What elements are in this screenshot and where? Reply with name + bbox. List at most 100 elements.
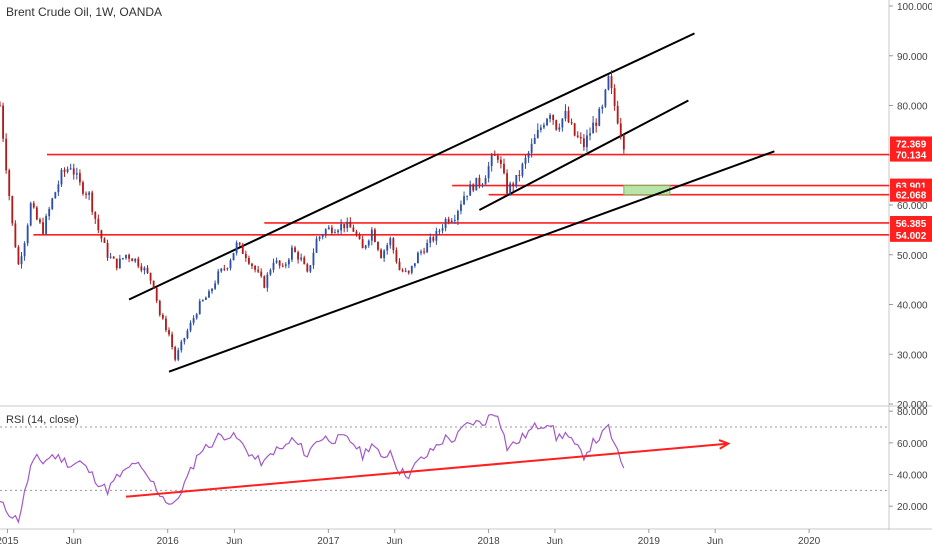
candle-body — [287, 259, 290, 265]
candle-body — [358, 235, 361, 240]
candle-body — [432, 237, 435, 241]
candle-body — [622, 135, 625, 150]
candle-body — [579, 136, 582, 139]
candle-body — [533, 137, 536, 144]
candle-body — [214, 283, 217, 289]
candle-body — [484, 178, 487, 185]
candle-body — [146, 267, 149, 273]
candle-body — [198, 301, 201, 315]
candle-body — [318, 236, 321, 239]
candle-body — [601, 106, 604, 109]
candle-body — [420, 251, 422, 253]
candle-body — [20, 256, 23, 265]
price-label: 70.134 — [896, 151, 927, 162]
candle-body — [284, 264, 287, 266]
candle-body — [598, 108, 601, 126]
candle-body — [404, 270, 407, 272]
time-tick-label: 2015 — [0, 536, 19, 547]
candle-body — [558, 127, 561, 130]
candle-body — [131, 258, 134, 262]
candle-body — [82, 182, 84, 194]
price-tick-label: 40.000 — [897, 301, 928, 312]
candle-body — [174, 347, 177, 360]
price-label: 63.901 — [896, 182, 927, 193]
candle-body — [463, 196, 465, 205]
candle-body — [549, 115, 552, 119]
price-label-bg — [890, 187, 932, 202]
candle-body — [63, 169, 66, 172]
candle-body — [515, 175, 518, 187]
channel-trend-line — [478, 99, 689, 211]
candle-body — [75, 173, 78, 175]
candle-body — [17, 247, 20, 265]
candle-body — [94, 211, 97, 219]
demand-zone — [623, 185, 671, 196]
candle-body — [128, 254, 130, 259]
candle-body — [509, 183, 512, 194]
candle-body — [223, 268, 226, 270]
candle-body — [51, 198, 54, 209]
price-pane — [0, 32, 889, 373]
candle-body — [260, 271, 263, 277]
candle-body — [244, 253, 247, 258]
candle-body — [503, 163, 505, 174]
candle-body — [45, 216, 48, 234]
price-label-bg — [890, 136, 932, 151]
time-tick-label: Jun — [547, 536, 563, 547]
time-tick-label: 2020 — [798, 536, 821, 547]
price-label: 62.068 — [896, 191, 927, 202]
candle-body — [88, 192, 91, 195]
candle-body — [309, 265, 312, 272]
candle-body — [42, 222, 44, 234]
candle-body — [543, 125, 545, 128]
candle-body — [546, 118, 548, 126]
candle-body — [125, 254, 127, 259]
channel-trend-line — [168, 150, 775, 373]
candle-body — [417, 252, 419, 264]
candle-body — [14, 223, 17, 248]
candle-body — [39, 219, 41, 223]
candle-body — [165, 318, 167, 331]
candle-body — [103, 238, 106, 243]
candle-body — [315, 238, 318, 253]
candle-body — [48, 208, 51, 217]
candle-body — [297, 252, 300, 260]
candle-body — [555, 120, 558, 130]
candle-body — [352, 227, 355, 232]
candle-body — [306, 264, 309, 272]
candle-body — [518, 175, 521, 177]
candle-body — [0, 105, 1, 107]
candle-body — [386, 245, 389, 251]
candle-body — [389, 238, 392, 246]
candle-body — [383, 250, 386, 259]
rsi-tick-label: 80.000 — [897, 407, 928, 418]
candle-body — [460, 204, 462, 211]
price-tick-label: 100.000 — [897, 2, 932, 13]
candle-body — [327, 227, 330, 230]
candle-body — [367, 240, 370, 246]
candle-body — [112, 256, 115, 259]
candle-body — [201, 299, 204, 302]
candle-body — [257, 269, 260, 272]
candle-body — [453, 219, 456, 221]
candle-body — [469, 184, 472, 196]
candle-body — [272, 262, 275, 270]
candle-body — [32, 203, 35, 208]
candle-body — [35, 207, 38, 220]
candle-body — [186, 330, 189, 339]
candle-body — [134, 258, 137, 262]
candle-body — [168, 330, 170, 335]
candle-body — [493, 154, 496, 156]
candle-body — [604, 89, 607, 107]
candle-body — [72, 168, 75, 175]
price-tick-label: 50.000 — [897, 251, 928, 262]
candle-body — [576, 135, 579, 137]
candle-body — [490, 154, 493, 167]
price-tick-label: 90.000 — [897, 52, 928, 63]
candle-body — [161, 314, 164, 319]
price-tick-label: 80.000 — [897, 102, 928, 113]
candle-body — [343, 224, 346, 229]
rsi-title: RSI (14, close) — [6, 414, 79, 426]
